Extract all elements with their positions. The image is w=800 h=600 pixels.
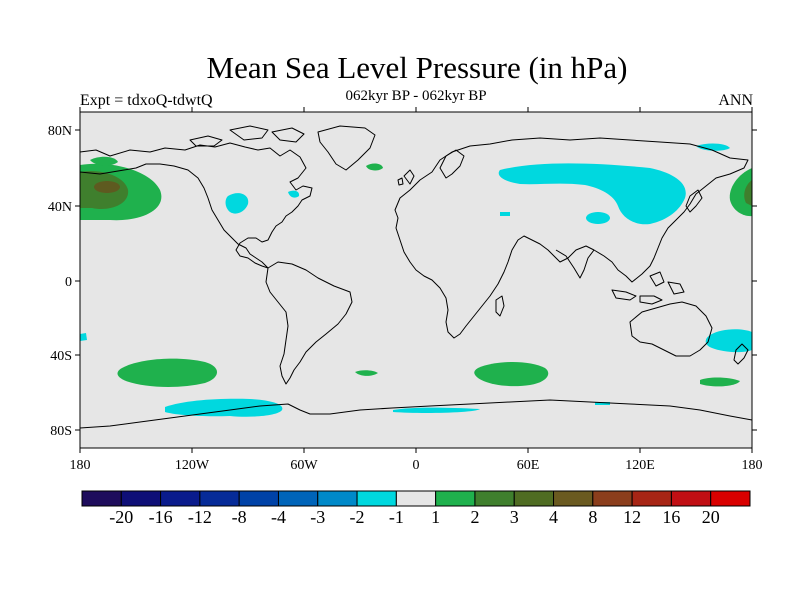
colorbar-swatch	[553, 490, 594, 507]
eurasia-africa-coastline	[394, 137, 749, 339]
lon-axis: 180 120W 60W 0 60E 120E 180	[70, 107, 763, 473]
south-pacific-high-anomaly	[117, 358, 218, 387]
india-coastline	[555, 249, 595, 279]
colorbar-swatch	[120, 490, 162, 507]
colorbar-swatch	[277, 490, 319, 507]
colorbar-swatch	[435, 490, 476, 507]
colorbar-label: -16	[149, 507, 173, 527]
south-america-coastline	[265, 261, 353, 385]
south-indian-high-anomaly	[474, 362, 549, 387]
colorbar-label: 8	[588, 507, 597, 527]
colorbar-swatch	[513, 490, 555, 507]
iceland-high-anomaly	[366, 163, 383, 171]
colorbar: -20 -16 -12 -8 -4 -3 -2 -1 1 2 3 4 8 12 16 20	[81, 490, 751, 527]
north-pacific-east-anomaly	[729, 168, 752, 217]
lat-tick-40n: 40N	[48, 200, 72, 215]
arctic-islands-coastline	[189, 125, 305, 147]
colorbar-swatch	[238, 490, 279, 507]
greenland-low-anomaly	[696, 143, 730, 151]
map-title: Mean Sea Level Pressure (in hPa)	[206, 50, 628, 85]
colorbar-label: 4	[549, 507, 558, 527]
colorbar-swatch	[395, 490, 437, 507]
north-america-low-anomaly	[225, 193, 249, 214]
colorbar-label: 20	[702, 507, 720, 527]
colorbar-swatch	[631, 490, 672, 507]
colorbar-label: 16	[662, 507, 680, 527]
colorbar-label: -1	[389, 507, 404, 527]
lon-tick-60w: 60W	[290, 458, 318, 473]
hudson-low-anomaly	[288, 190, 300, 198]
lon-tick-180w: 180	[70, 458, 91, 473]
lon-tick-60e: 60E	[517, 458, 540, 473]
lat-axis: 80N 40N 0 40S 80S	[48, 124, 757, 439]
british-isles-coastline	[397, 169, 415, 186]
lat-tick-80n: 80N	[48, 124, 72, 139]
colorbar-label: -8	[232, 507, 247, 527]
australia-coastline	[629, 301, 713, 357]
lon-tick-180e: 180	[742, 458, 763, 473]
indonesia-coastline	[611, 271, 685, 305]
colorbar-swatch	[160, 490, 201, 507]
period-label: 062kyr BP - 062kyr BP	[345, 88, 487, 104]
siberia-low-anomaly	[498, 163, 686, 225]
lat-tick-80s: 80S	[50, 424, 72, 439]
colorbar-swatch	[317, 490, 358, 507]
antarctic-east-low-anomaly	[393, 407, 480, 413]
pacific-west-low-anomaly	[80, 333, 87, 341]
lon-tick-0: 0	[413, 458, 420, 473]
madagascar-coastline	[495, 295, 505, 317]
colorbar-swatch	[199, 490, 240, 507]
season-label: ANN	[718, 92, 753, 109]
new-zealand-low-anomaly	[705, 329, 752, 353]
colorbar-swatch	[592, 490, 633, 507]
colorbar-label: -2	[350, 507, 365, 527]
experiment-label: Expt = tdxoQ-tdwtQ	[80, 92, 213, 109]
colorbar-label: -20	[109, 507, 133, 527]
alaska-high-anomaly	[90, 156, 118, 166]
colorbar-swatch	[81, 490, 122, 507]
colorbar-swatch	[670, 490, 712, 507]
north-america-coastline	[79, 142, 313, 269]
colorbar-label: 3	[510, 507, 519, 527]
map-background	[80, 112, 752, 448]
colorbar-label: -3	[310, 507, 325, 527]
lon-tick-120w: 120W	[175, 458, 210, 473]
colorbar-swatch	[356, 490, 397, 507]
colorbar-label: -12	[188, 507, 212, 527]
north-pacific-inner-anomaly	[94, 181, 120, 193]
tasman-high-anomaly	[700, 377, 740, 387]
colorbar-label: 1	[431, 507, 440, 527]
colorbar-label: -4	[271, 507, 286, 527]
new-zealand-coastline	[733, 343, 749, 365]
colorbar-label: 2	[470, 507, 479, 527]
lon-tick-120e: 120E	[625, 458, 655, 473]
anomaly-regions	[80, 143, 752, 417]
japan-coastline	[685, 189, 703, 213]
central-asia-low-anomaly	[586, 212, 610, 224]
colorbar-swatch	[710, 490, 751, 507]
scandinavia-coastline	[439, 149, 465, 179]
antarctic-low-anomaly	[165, 398, 283, 417]
antarctica-coastline	[79, 399, 753, 429]
colorbar-swatch	[474, 490, 515, 507]
colorbar-label: 12	[623, 507, 641, 527]
greenland-coastline	[317, 125, 376, 171]
north-pacific-east-core-anomaly	[744, 180, 752, 206]
coastlines	[79, 125, 753, 429]
lat-tick-40s: 40S	[50, 349, 72, 364]
mediterranean-low-anomaly	[500, 212, 510, 216]
south-atlantic-high-anomaly	[355, 370, 378, 376]
lat-tick-0: 0	[65, 275, 72, 290]
